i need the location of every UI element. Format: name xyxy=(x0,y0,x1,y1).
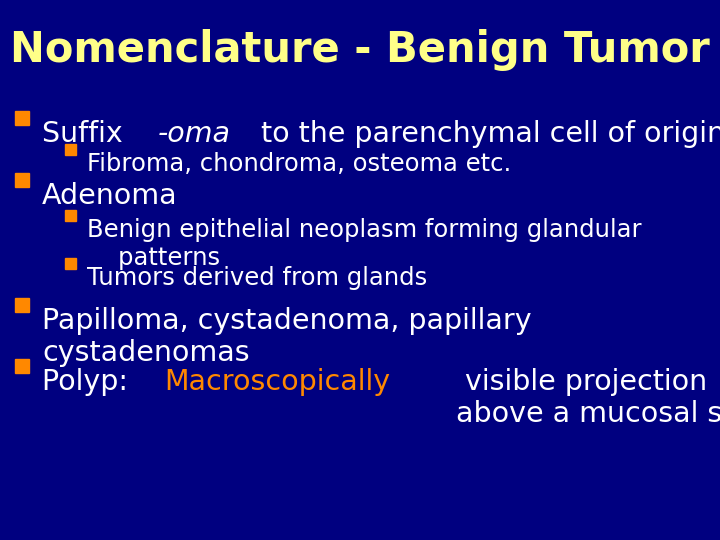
Text: Macroscopically: Macroscopically xyxy=(165,368,391,396)
Text: Benign epithelial neoplasm forming glandular
    patterns: Benign epithelial neoplasm forming gland… xyxy=(87,218,642,270)
Text: Adenoma: Adenoma xyxy=(42,182,178,210)
Bar xyxy=(65,259,76,269)
Text: visible projection
above a mucosal surface: visible projection above a mucosal surfa… xyxy=(456,368,720,428)
Bar xyxy=(15,359,29,373)
Bar xyxy=(15,298,29,312)
Bar xyxy=(65,144,76,156)
Text: Suffix: Suffix xyxy=(42,120,132,148)
Bar xyxy=(65,211,76,221)
Text: Polyp:: Polyp: xyxy=(42,368,137,396)
Text: Papilloma, cystadenoma, papillary
cystadenomas: Papilloma, cystadenoma, papillary cystad… xyxy=(42,307,531,367)
Text: -oma: -oma xyxy=(158,120,231,148)
Bar xyxy=(15,173,29,186)
Text: to the parenchymal cell of origin: to the parenchymal cell of origin xyxy=(252,120,720,148)
Bar xyxy=(15,111,29,125)
Text: Tumors derived from glands: Tumors derived from glands xyxy=(87,266,427,290)
Text: Fibroma, chondroma, osteoma etc.: Fibroma, chondroma, osteoma etc. xyxy=(87,152,511,176)
Text: Nomenclature - Benign Tumor: Nomenclature - Benign Tumor xyxy=(10,29,710,71)
